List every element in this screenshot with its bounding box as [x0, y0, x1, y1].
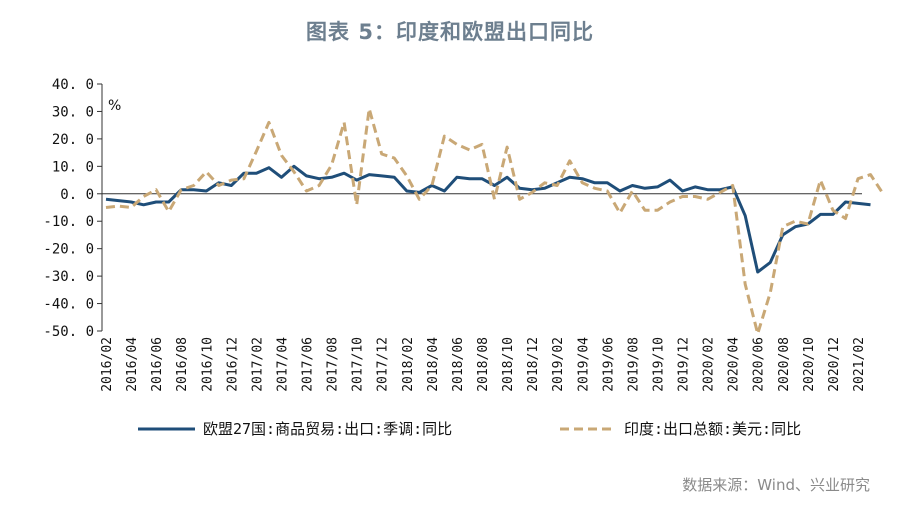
- x-tick-label: 2019/02: [551, 337, 566, 392]
- x-tick-label: 2016/08: [175, 337, 190, 392]
- x-tick-label: 2020/10: [802, 337, 817, 392]
- x-tick-label: 2017/06: [301, 337, 316, 392]
- x-tick-label: 2020/08: [777, 337, 792, 392]
- legend-label-india: 印度:出口总额:美元:同比: [624, 420, 801, 438]
- legend-label-eu: 欧盟27国:商品贸易:出口:季调:同比: [203, 420, 452, 438]
- x-tick-label: 2018/10: [501, 337, 516, 392]
- series-lines: [105, 107, 885, 336]
- x-tick-label: 2018/02: [401, 337, 416, 392]
- x-tick-label: 2018/08: [476, 337, 491, 392]
- x-tick-label: 2017/08: [326, 337, 341, 392]
- x-tick-label: 2018/12: [526, 337, 541, 392]
- chart-title: 图表 5：印度和欧盟出口同比: [306, 20, 594, 44]
- x-tick-label: 2016/02: [100, 337, 115, 392]
- y-tick-label: 10. 0: [52, 159, 94, 175]
- y-tick-label: -30. 0: [43, 269, 94, 285]
- y-tick-label: -20. 0: [43, 242, 94, 258]
- y-tick-label: 20. 0: [52, 132, 94, 148]
- legend: 欧盟27国:商品贸易:出口:季调:同比 印度:出口总额:美元:同比: [138, 420, 801, 438]
- data-source: 数据来源：Wind、兴业研究: [682, 476, 870, 494]
- x-tick-label: 2017/10: [351, 337, 366, 392]
- x-tick-label: 2016/04: [125, 337, 140, 392]
- x-tick-label: 2019/04: [576, 337, 591, 392]
- x-axis: 2016/02 2016/04 2016/06 2016/08 2016/10 2016/…: [100, 193, 867, 392]
- x-tick-label: 2018/04: [426, 337, 441, 392]
- y-tick-label: -50. 0: [43, 324, 94, 340]
- x-tick-label: 2020/04: [727, 337, 742, 392]
- x-tick-label: 2020/12: [827, 337, 842, 392]
- x-tick-label: 2021/02: [852, 337, 867, 392]
- y-tick-label: 40. 0: [52, 77, 94, 93]
- y-unit-label: %: [108, 98, 121, 114]
- x-tick-label: 2019/08: [626, 337, 641, 392]
- x-tick-label: 2019/06: [601, 337, 616, 392]
- x-tick-label: 2018/06: [451, 337, 466, 392]
- x-tick-label: 2017/02: [250, 337, 265, 392]
- y-tick-label: 0. 0: [60, 187, 94, 203]
- series-line-india: [105, 107, 885, 336]
- x-tick-label: 2016/06: [150, 337, 165, 392]
- x-tick-label: 2016/12: [225, 337, 240, 392]
- x-tick-label: 2017/12: [376, 337, 391, 392]
- y-tick-label: -10. 0: [43, 214, 94, 230]
- y-tick-label: -40. 0: [43, 297, 94, 313]
- x-tick-label: 2019/10: [651, 337, 666, 392]
- x-tick-label: 2016/10: [200, 337, 215, 392]
- x-tick-label: 2020/06: [752, 337, 767, 392]
- series-line-eu: [105, 164, 871, 274]
- y-tick-label: 30. 0: [52, 104, 94, 120]
- x-tick-label: 2020/02: [702, 337, 717, 392]
- y-axis: 40. 0 30. 0 20. 0 10. 0 0. 0 -10. 0 -20. 0 -30.…: [43, 77, 103, 340]
- x-tick-label: 2019/12: [677, 337, 692, 392]
- x-tick-label: 2017/04: [275, 337, 290, 392]
